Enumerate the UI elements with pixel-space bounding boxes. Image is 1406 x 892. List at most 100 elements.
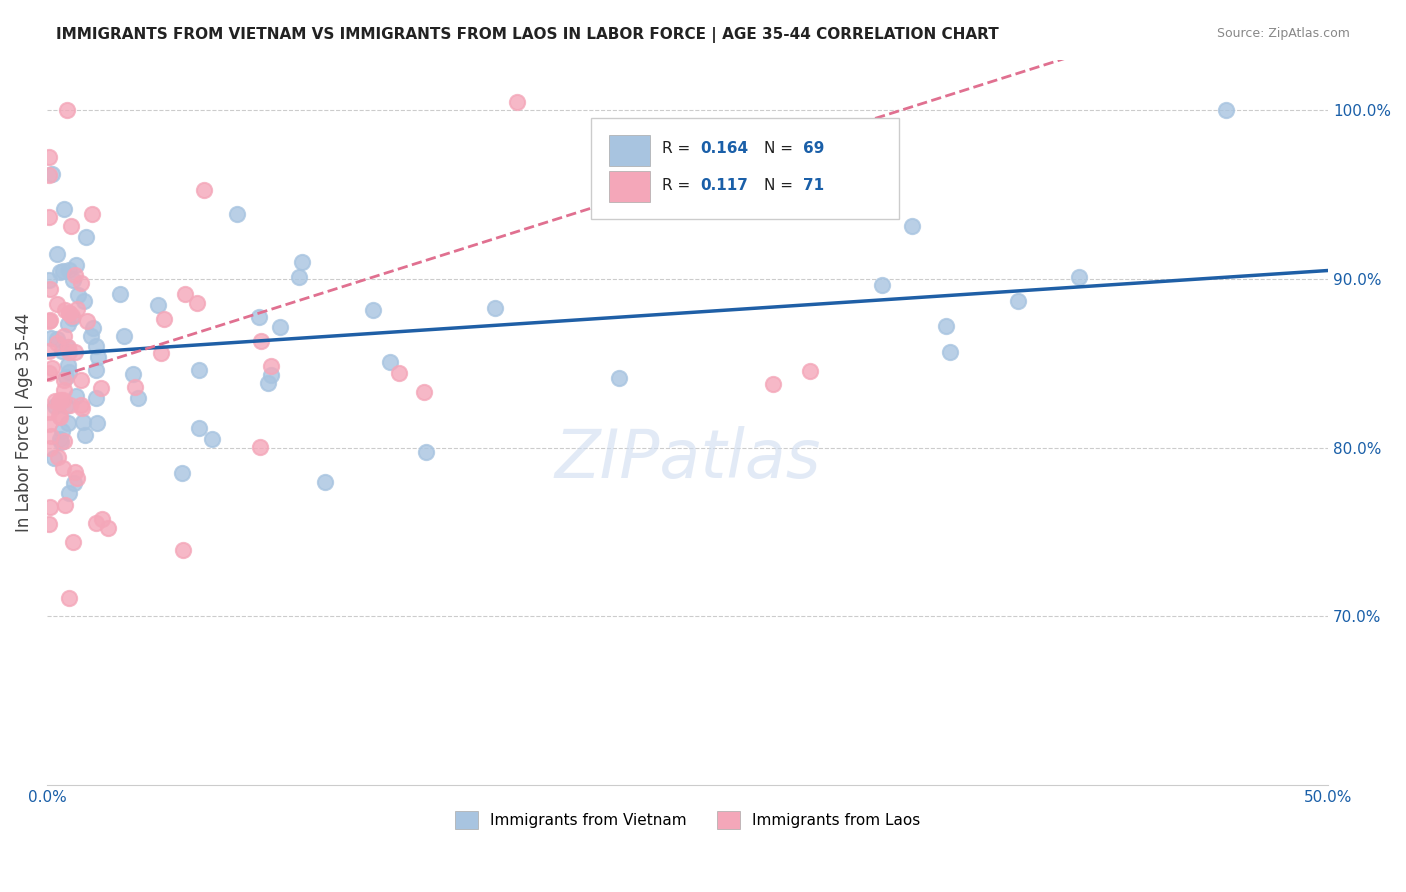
Point <box>62 534 84 549</box>
Point <box>87 351 110 365</box>
Point <box>48 408 70 422</box>
Point <box>249 334 271 348</box>
Point <box>65 258 87 272</box>
Point <box>1067 270 1090 285</box>
Point <box>53 498 76 512</box>
Text: ZIPatlas: ZIPatlas <box>554 425 821 491</box>
Point <box>46 335 69 350</box>
Point <box>66 471 89 485</box>
Point <box>86 416 108 430</box>
Text: 0.117: 0.117 <box>700 178 748 193</box>
Point <box>1007 293 1029 308</box>
Text: 0.164: 0.164 <box>700 141 748 155</box>
Point <box>38 500 60 515</box>
Text: N =: N = <box>765 141 799 155</box>
Point <box>76 314 98 328</box>
Point <box>75 427 97 442</box>
Point <box>58 485 80 500</box>
Point <box>53 202 76 216</box>
Point <box>63 268 86 283</box>
Point <box>174 287 197 301</box>
Point <box>38 366 60 380</box>
Point <box>38 405 60 419</box>
Point <box>45 297 67 311</box>
Point <box>484 301 506 316</box>
Point <box>86 363 108 377</box>
Point <box>257 376 280 391</box>
Point <box>193 183 215 197</box>
Point <box>52 460 75 475</box>
Point <box>112 329 135 343</box>
Point <box>84 516 107 530</box>
Point <box>38 210 60 224</box>
Point <box>39 330 62 344</box>
Point <box>388 366 411 380</box>
Point <box>49 432 72 446</box>
Point <box>70 401 93 415</box>
Point <box>84 339 107 353</box>
Point <box>58 365 80 379</box>
Point <box>60 219 83 234</box>
Point <box>65 344 87 359</box>
Point <box>52 264 75 278</box>
Point <box>48 395 70 409</box>
Point <box>260 368 283 382</box>
FancyBboxPatch shape <box>609 135 651 166</box>
Point <box>186 296 208 310</box>
FancyBboxPatch shape <box>609 171 651 202</box>
Point <box>900 219 922 234</box>
Point <box>66 287 89 301</box>
Point <box>38 313 60 327</box>
Text: 69: 69 <box>803 141 824 155</box>
Point <box>73 294 96 309</box>
Point <box>65 466 87 480</box>
Text: N =: N = <box>765 178 799 193</box>
Point <box>65 301 87 316</box>
Point <box>56 340 79 354</box>
Point <box>56 340 79 354</box>
Point <box>41 167 63 181</box>
Point <box>269 320 291 334</box>
Point <box>291 254 314 268</box>
Point <box>58 306 80 320</box>
Point <box>58 263 80 277</box>
Point <box>62 475 84 490</box>
Text: R =: R = <box>662 178 700 193</box>
Point <box>415 444 437 458</box>
Point <box>60 309 83 323</box>
Point <box>799 364 821 378</box>
Point <box>70 398 93 412</box>
Point <box>49 409 72 424</box>
Point <box>38 441 60 455</box>
Text: R =: R = <box>662 141 695 155</box>
Point <box>97 521 120 535</box>
Point <box>187 421 209 435</box>
Point <box>55 399 77 413</box>
Point <box>58 317 80 331</box>
Point <box>45 247 67 261</box>
Point <box>378 355 401 369</box>
Y-axis label: In Labor Force | Age 35-44: In Labor Force | Age 35-44 <box>15 313 32 532</box>
Point <box>58 344 80 359</box>
Point <box>149 346 172 360</box>
Point <box>506 95 529 109</box>
Point <box>201 433 224 447</box>
Point <box>38 343 60 358</box>
Point <box>247 310 270 325</box>
Text: IMMIGRANTS FROM VIETNAM VS IMMIGRANTS FROM LAOS IN LABOR FORCE | AGE 35-44 CORRE: IMMIGRANTS FROM VIETNAM VS IMMIGRANTS FR… <box>56 27 1000 43</box>
Point <box>288 270 311 285</box>
Point <box>58 398 80 412</box>
Point <box>80 328 103 343</box>
Point <box>172 542 194 557</box>
Point <box>38 272 60 286</box>
Point <box>69 276 91 290</box>
Point <box>41 429 63 443</box>
Point <box>49 265 72 279</box>
Point <box>41 360 63 375</box>
Point <box>58 591 80 605</box>
Point <box>44 399 66 413</box>
Point <box>53 383 76 397</box>
Point <box>53 303 76 318</box>
Point <box>49 392 72 407</box>
Point <box>52 393 75 408</box>
